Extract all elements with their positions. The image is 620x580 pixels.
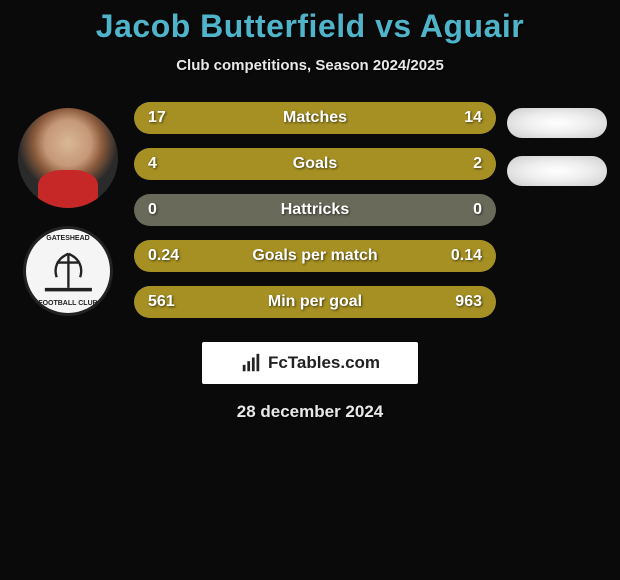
stats-column: 17Matches14 4Goals2 0Hattricks0 0.24Goals p… [128, 102, 502, 318]
player2-column [502, 102, 612, 186]
stat-value-player1: 0 [134, 201, 184, 219]
stat-label: Hattricks [184, 201, 446, 219]
stat-value-player2: 963 [446, 293, 496, 311]
club-badge-bottom-text: FOOTBALL CLUB [26, 300, 110, 307]
player2-name: Aguair [420, 8, 524, 44]
stat-value-player2: 14 [446, 109, 496, 127]
branding-text: FcTables.com [268, 353, 380, 373]
stat-value-player1: 17 [134, 109, 184, 127]
stat-row: 0.24Goals per match0.14 [134, 240, 496, 272]
stat-row: 0Hattricks0 [134, 194, 496, 226]
player1-column: GATESHEAD FOOTBALL CLUB [8, 102, 128, 316]
stat-value-player2: 0.14 [446, 247, 496, 265]
player1-name: Jacob Butterfield [96, 8, 366, 44]
page-title: Jacob Butterfield vs Aguair [0, 8, 620, 45]
stat-value-player1: 561 [134, 293, 184, 311]
stat-row: 17Matches14 [134, 102, 496, 134]
stat-label: Min per goal [184, 293, 446, 311]
stat-value-player2: 0 [446, 201, 496, 219]
stat-value-player1: 0.24 [134, 247, 184, 265]
player2-club-placeholder [507, 156, 607, 186]
player1-club-badge: GATESHEAD FOOTBALL CLUB [23, 226, 113, 316]
stat-label: Goals [184, 155, 446, 173]
subtitle: Club competitions, Season 2024/2025 [0, 57, 620, 74]
comparison-infographic: Jacob Butterfield vs Aguair Club competi… [0, 0, 620, 580]
club-badge-top-text: GATESHEAD [26, 235, 110, 242]
branding-badge: FcTables.com [202, 342, 418, 384]
chart-icon [240, 352, 262, 374]
main-row: GATESHEAD FOOTBALL CLUB 17Matches144Goal… [0, 102, 620, 318]
date-label: 28 december 2024 [0, 402, 620, 422]
stat-label: Goals per match [184, 247, 446, 265]
stat-row: 4Goals2 [134, 148, 496, 180]
player2-avatar-placeholder [507, 108, 607, 138]
stat-row: 561Min per goal963 [134, 286, 496, 318]
stat-label: Matches [184, 109, 446, 127]
stat-value-player1: 4 [134, 155, 184, 173]
angel-icon [39, 242, 98, 301]
player1-avatar [18, 108, 118, 208]
stat-value-player2: 2 [446, 155, 496, 173]
vs-label: vs [375, 8, 412, 44]
